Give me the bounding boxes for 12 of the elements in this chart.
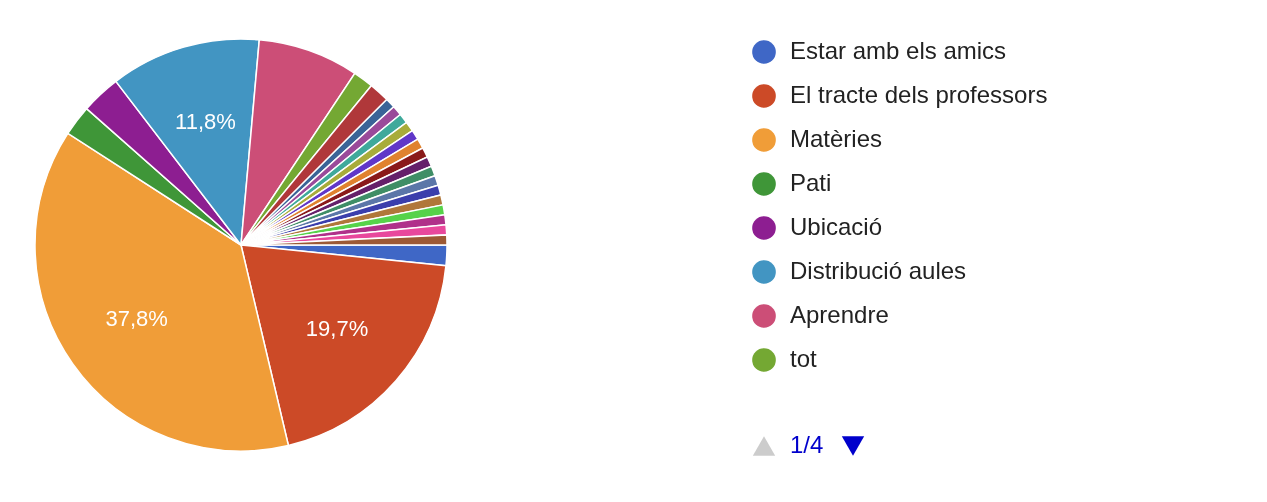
legend-label: El tracte dels professors	[790, 81, 1048, 108]
legend-label: Distribució aules	[790, 257, 967, 284]
data-label: 37,8%	[105, 305, 168, 331]
data-label: 11,8%	[175, 109, 236, 135]
legend-label: Ubicació	[790, 213, 883, 240]
legend-label: Pati	[790, 169, 832, 196]
legend-label: Matèries	[790, 125, 883, 152]
legend-label: tot	[790, 345, 818, 372]
data-label: 19,7%	[305, 316, 369, 342]
legend-label: Aprendre	[790, 301, 889, 328]
text: 1/4	[790, 431, 824, 458]
legend-label: Estar amb els amics	[790, 37, 1007, 64]
